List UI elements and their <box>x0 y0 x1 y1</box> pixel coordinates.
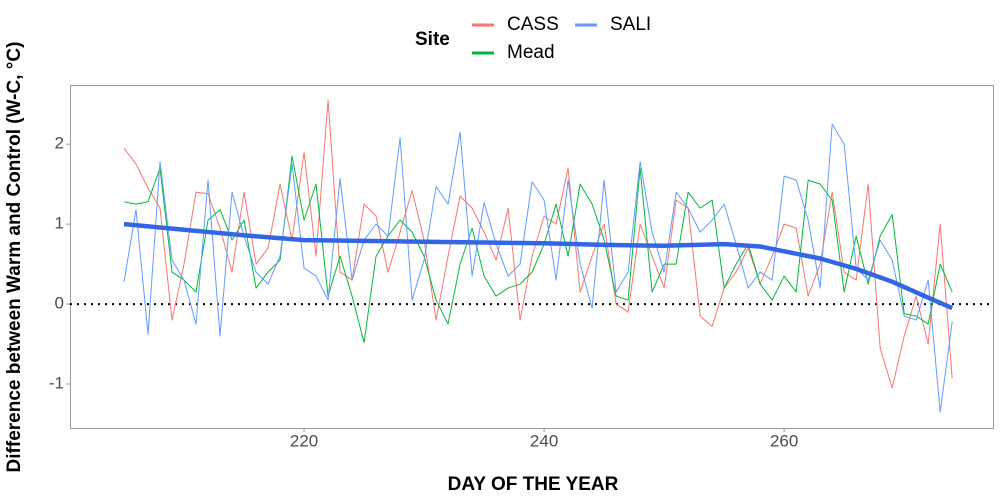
y-axis-title: Difference between Warm and Control (W-C… <box>4 42 25 473</box>
legend-label: SALI <box>610 14 651 35</box>
x-tick-label: 240 <box>530 431 558 450</box>
series-line <box>123 123 953 413</box>
series-line <box>123 155 953 343</box>
legend-label: Mead <box>507 42 555 63</box>
series-line <box>123 99 953 389</box>
y-tick-label: 1 <box>55 214 64 233</box>
trend-line <box>123 221 954 311</box>
y-tick-label: -1 <box>49 374 64 393</box>
y-tick-label: 0 <box>55 294 64 313</box>
x-tick-label: 220 <box>290 431 318 450</box>
legend-title: Site <box>415 29 450 50</box>
legend-label: CASS <box>507 14 559 35</box>
x-axis-title: DAY OF THE YEAR <box>448 474 619 495</box>
y-tick-label: 2 <box>55 134 64 153</box>
x-tick-label: 260 <box>770 431 798 450</box>
